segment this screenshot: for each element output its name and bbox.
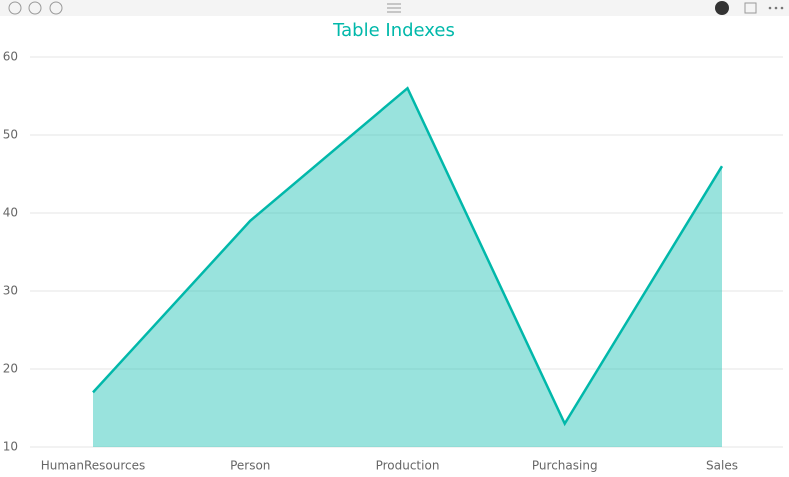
x-tick-label: Purchasing bbox=[532, 459, 598, 473]
drag-handle[interactable] bbox=[387, 3, 401, 13]
drill-up-icon[interactable] bbox=[8, 1, 22, 15]
x-tick-label: Person bbox=[230, 459, 270, 473]
area-fill bbox=[93, 88, 722, 447]
toolbar bbox=[0, 0, 789, 16]
focus-icon[interactable] bbox=[744, 2, 757, 14]
drill-down-icon[interactable] bbox=[28, 1, 42, 15]
x-tick-label: Sales bbox=[706, 459, 738, 473]
y-tick-label: 60 bbox=[3, 50, 18, 64]
more-options-icon[interactable] bbox=[768, 6, 784, 10]
y-tick-label: 30 bbox=[3, 284, 18, 298]
y-tick-label: 10 bbox=[3, 440, 18, 454]
y-tick-label: 50 bbox=[3, 128, 18, 142]
y-tick-label: 20 bbox=[3, 362, 18, 376]
x-tick-label: HumanResources bbox=[41, 459, 146, 473]
download-icon[interactable] bbox=[715, 1, 729, 15]
y-tick-label: 40 bbox=[3, 206, 18, 220]
area-line bbox=[92, 86, 724, 427]
chart-title: Table Indexes bbox=[332, 20, 455, 41]
x-tick-label: Production bbox=[376, 459, 440, 473]
expand-icon[interactable] bbox=[49, 1, 63, 15]
